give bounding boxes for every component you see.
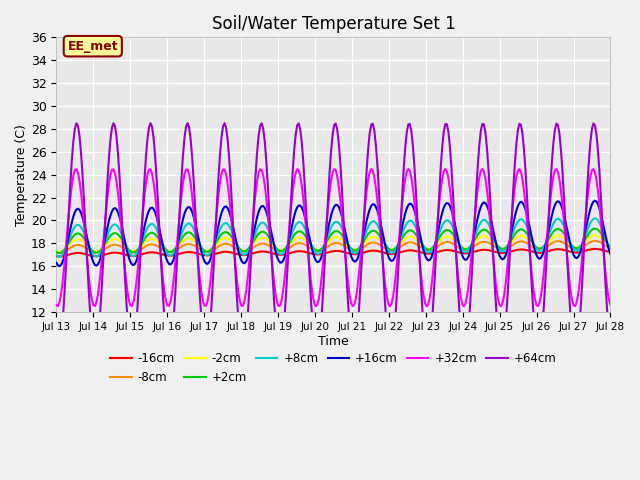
-2cm <box>220 236 227 241</box>
Line: +64cm: +64cm <box>56 123 611 352</box>
-16cm <box>591 246 599 252</box>
+8cm <box>607 245 614 251</box>
+64cm <box>120 262 128 268</box>
+8cm <box>122 242 130 248</box>
Line: -8cm: -8cm <box>56 241 611 253</box>
-16cm <box>296 248 304 254</box>
+2cm <box>52 249 60 255</box>
+32cm <box>52 302 60 308</box>
-16cm <box>220 249 227 255</box>
Y-axis label: Temperature (C): Temperature (C) <box>15 124 28 226</box>
+32cm <box>120 259 128 265</box>
+8cm <box>296 219 304 225</box>
+64cm <box>52 344 60 349</box>
+2cm <box>607 244 614 250</box>
+64cm <box>607 344 614 349</box>
Title: Soil/Water Temperature Set 1: Soil/Water Temperature Set 1 <box>212 15 455 33</box>
+8cm <box>56 254 63 260</box>
+2cm <box>577 242 585 248</box>
+16cm <box>296 203 304 208</box>
-8cm <box>220 241 227 247</box>
-2cm <box>607 244 614 250</box>
+8cm <box>591 216 599 221</box>
+16cm <box>122 242 130 248</box>
+64cm <box>147 120 154 126</box>
+32cm <box>236 299 244 305</box>
+2cm <box>247 242 255 248</box>
+32cm <box>295 168 303 173</box>
+64cm <box>248 230 256 236</box>
-8cm <box>607 245 614 251</box>
+32cm <box>218 171 225 177</box>
+16cm <box>247 243 255 249</box>
Line: +8cm: +8cm <box>56 218 611 257</box>
+8cm <box>52 252 60 258</box>
Line: +32cm: +32cm <box>56 169 611 306</box>
+64cm <box>298 140 306 145</box>
+32cm <box>442 166 449 172</box>
-2cm <box>591 232 599 238</box>
+2cm <box>122 243 130 249</box>
-8cm <box>247 246 255 252</box>
+32cm <box>607 302 614 308</box>
+8cm <box>247 242 255 248</box>
-16cm <box>247 251 255 257</box>
Line: -2cm: -2cm <box>56 235 611 252</box>
+64cm <box>221 120 228 126</box>
-8cm <box>56 250 63 256</box>
+64cm <box>165 349 173 355</box>
+2cm <box>591 226 599 231</box>
+2cm <box>220 230 227 236</box>
-2cm <box>237 247 245 253</box>
+16cm <box>220 206 227 212</box>
Legend: -16cm, -8cm, -2cm, +2cm, +8cm, +16cm, +32cm, +64cm: -16cm, -8cm, -2cm, +2cm, +8cm, +16cm, +3… <box>106 347 561 388</box>
+32cm <box>579 249 586 254</box>
-8cm <box>237 249 245 254</box>
+16cm <box>237 258 245 264</box>
+16cm <box>577 247 585 252</box>
X-axis label: Time: Time <box>318 335 349 348</box>
+16cm <box>52 260 60 265</box>
+8cm <box>237 251 245 256</box>
-8cm <box>577 245 585 251</box>
-16cm <box>607 249 614 255</box>
-2cm <box>577 243 585 249</box>
-16cm <box>52 253 60 259</box>
Line: -16cm: -16cm <box>56 249 611 256</box>
-8cm <box>296 240 304 246</box>
Text: EE_met: EE_met <box>67 40 118 53</box>
+2cm <box>296 228 304 234</box>
-8cm <box>122 247 130 252</box>
+32cm <box>460 303 468 309</box>
-8cm <box>591 238 599 244</box>
-2cm <box>247 244 255 250</box>
+2cm <box>56 250 63 256</box>
+16cm <box>607 251 614 257</box>
+64cm <box>579 272 586 277</box>
-2cm <box>52 248 60 254</box>
+32cm <box>246 259 253 264</box>
-16cm <box>122 252 130 258</box>
-2cm <box>56 249 63 255</box>
+2cm <box>237 248 245 253</box>
-16cm <box>237 252 245 258</box>
+8cm <box>220 221 227 227</box>
Line: +16cm: +16cm <box>56 201 611 266</box>
-16cm <box>56 253 63 259</box>
+64cm <box>239 349 247 355</box>
-16cm <box>577 249 585 255</box>
-8cm <box>52 250 60 255</box>
+8cm <box>577 243 585 249</box>
+16cm <box>56 264 63 269</box>
+16cm <box>591 198 599 204</box>
Line: +2cm: +2cm <box>56 228 611 253</box>
-2cm <box>296 235 304 240</box>
-2cm <box>122 244 130 250</box>
